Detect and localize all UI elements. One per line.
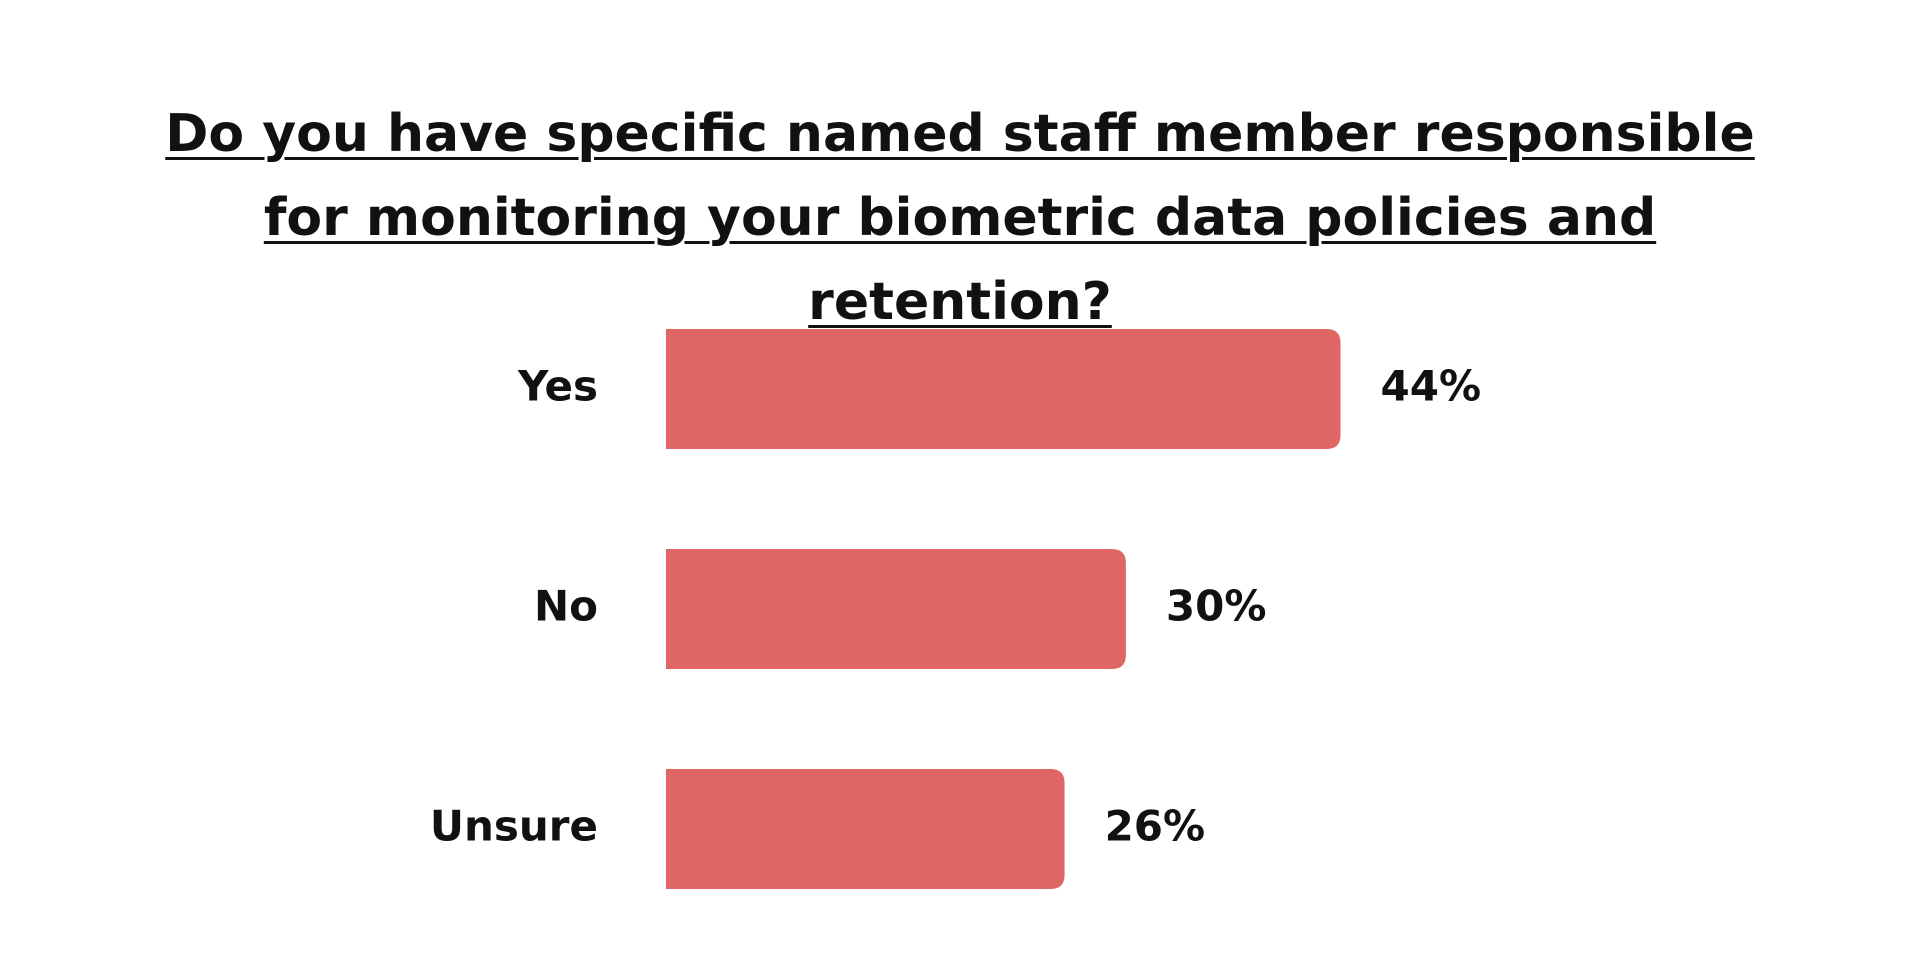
category-label: Yes xyxy=(517,362,598,411)
value-label: 44% xyxy=(1381,362,1482,411)
chart-title: Do you have specific named staff member … xyxy=(165,104,1755,332)
category-label: No xyxy=(534,582,598,631)
bar xyxy=(666,769,1065,889)
bar xyxy=(666,549,1126,669)
value-label: 30% xyxy=(1166,582,1267,631)
value-label: 26% xyxy=(1105,802,1206,851)
category-label: Unsure xyxy=(430,802,598,851)
bar xyxy=(666,329,1341,449)
